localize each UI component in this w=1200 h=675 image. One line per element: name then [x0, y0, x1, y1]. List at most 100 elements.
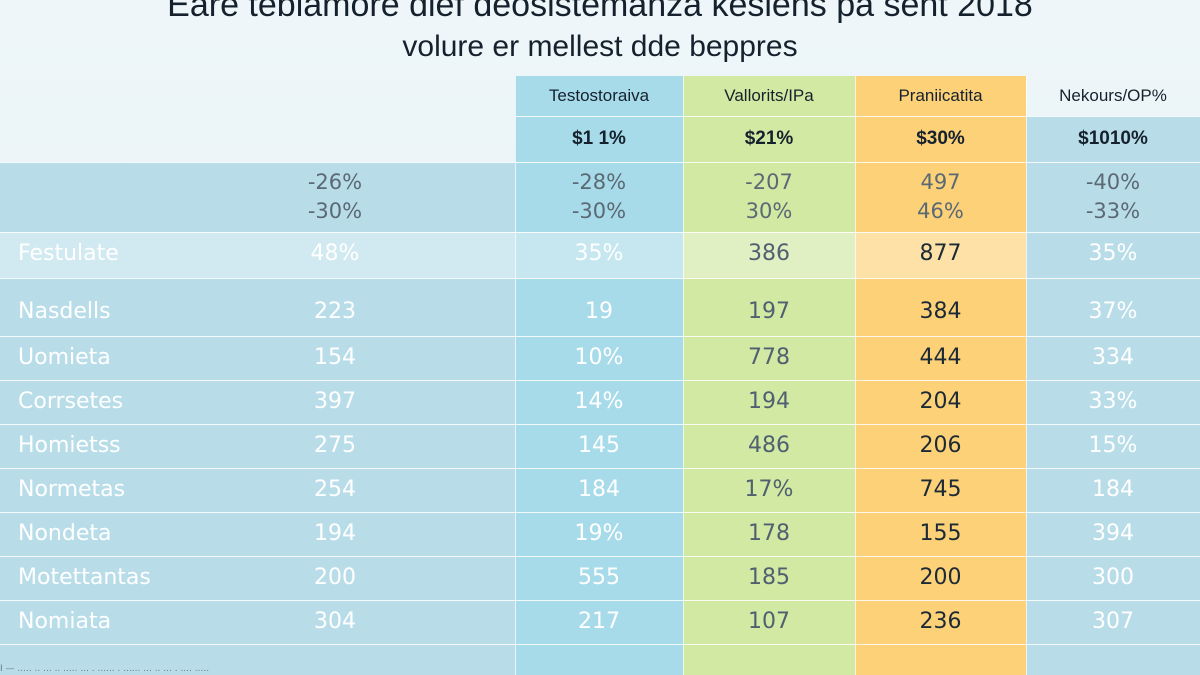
column-header-4: Nekours/OP%: [1059, 86, 1167, 105]
table-cell: 200: [314, 565, 356, 590]
table-cell: 145: [578, 433, 620, 458]
table-row: Motettantas 200 555 185 200 300: [0, 556, 1200, 600]
row-label: Nomiata: [18, 609, 112, 634]
table-cell: 37%: [1088, 299, 1138, 324]
summary-value: -33%: [1085, 199, 1141, 223]
table-cell: 155: [919, 521, 962, 546]
row-divider: [0, 512, 1200, 513]
table-row: Nasdells 223 19 197 384 37%: [0, 290, 1200, 334]
row-label: Corrsetes: [18, 389, 124, 414]
table-row: Normetas 254 184 17% 745 184: [0, 468, 1200, 512]
table-cell: 307: [1092, 609, 1134, 634]
column-divider: [855, 76, 856, 675]
table-cell: 236: [919, 609, 962, 634]
summary-cell: -28% -30%: [515, 168, 683, 226]
row-label: Festulate: [18, 241, 119, 266]
summary-value: 46%: [917, 199, 964, 223]
summary-cell: -207 30%: [683, 168, 855, 226]
summary-value: -30%: [307, 199, 363, 223]
table-row: Festulate 48% 35% 386 877 35%: [0, 232, 1200, 276]
chart-subtitle: volure er mellest dde beppres: [402, 30, 798, 63]
table-cell: 384: [919, 299, 962, 324]
row-divider: [0, 336, 1200, 337]
summary-value: 497: [920, 170, 961, 194]
column-divider: [515, 76, 516, 675]
column-subheader-4: $1010%: [1078, 128, 1148, 149]
table-cell: 10%: [574, 345, 624, 370]
table-row: Homietss 275 145 486 206 15%: [0, 424, 1200, 468]
table-cell: 386: [748, 241, 790, 266]
summary-value: 30%: [745, 199, 793, 223]
column-band-2: [683, 76, 855, 675]
table-cell: 200: [919, 565, 962, 590]
table-cell: 394: [1092, 521, 1134, 546]
row-label: Motettantas: [18, 565, 151, 590]
summary-cell: -26% -30%: [195, 168, 475, 226]
summary-value: -207: [745, 170, 793, 194]
table-cell: 304: [314, 609, 356, 634]
column-header-1: Testostoraiva: [548, 86, 650, 105]
summary-value: -40%: [1085, 170, 1141, 194]
row-divider: [0, 600, 1200, 601]
table-cell: 778: [748, 345, 790, 370]
table-row: Nondeta 194 19% 178 155 394: [0, 512, 1200, 556]
summary-cell: -40% -33%: [1026, 168, 1200, 226]
row-divider: [0, 232, 1200, 233]
table-cell: 17%: [744, 477, 794, 502]
row-label: Uomieta: [18, 345, 111, 370]
table-cell: 217: [578, 609, 620, 634]
column-subheader-1: $1 1%: [572, 128, 626, 149]
table-cell: 35%: [1088, 241, 1138, 266]
table-cell: 107: [748, 609, 790, 634]
summary-value: -30%: [571, 199, 627, 223]
column-band-3: [855, 76, 1026, 675]
column-band-4: [1026, 116, 1200, 675]
table-cell: 185: [748, 565, 790, 590]
row-divider: [0, 424, 1200, 425]
table-cell: 877: [919, 241, 962, 266]
table-cell: 15%: [1088, 433, 1138, 458]
table-cell: 223: [314, 299, 356, 324]
column-subheader-2: $21%: [744, 128, 794, 149]
table-cell: 35%: [574, 241, 624, 266]
row-divider: [515, 116, 1200, 117]
row-divider: [0, 644, 1200, 645]
table-cell: 444: [919, 345, 962, 370]
column-header-3: Praniicatita: [898, 86, 983, 105]
column-subheader-3: $30%: [916, 128, 965, 149]
table-cell: 204: [919, 389, 962, 414]
row-divider: [0, 380, 1200, 381]
row-divider: [0, 556, 1200, 557]
table-row: Nomiata 304 217 107 236 307: [0, 600, 1200, 644]
table-cell: 194: [748, 389, 790, 414]
table-cell: 300: [1092, 565, 1134, 590]
column-header-2: Vallorits/IPa: [724, 86, 814, 105]
table-cell: 555: [578, 565, 620, 590]
summary-cell: 497 46%: [855, 168, 1026, 226]
table-cell: 334: [1092, 345, 1134, 370]
row-label: Homietss: [18, 433, 121, 458]
table-cell: 19: [585, 299, 613, 324]
footnote: Ӏ — ..... .. ... .. ..... ... . ...... .…: [0, 664, 210, 674]
table-row: Corrsetes 397 14% 194 204 33%: [0, 380, 1200, 424]
table-cell: 14%: [574, 389, 624, 414]
summary-value: -28%: [571, 170, 627, 194]
table-cell: 745: [919, 477, 962, 502]
table-cell: 197: [748, 299, 790, 324]
column-divider: [683, 76, 684, 675]
column-divider: [1026, 76, 1027, 675]
table-cell: 19%: [574, 521, 624, 546]
table-cell: 178: [748, 521, 790, 546]
table-row: Uomieta 154 10% 778 444 334: [0, 336, 1200, 380]
table-cell: 33%: [1088, 389, 1138, 414]
table-cell: 397: [314, 389, 356, 414]
table-cell: 254: [314, 477, 356, 502]
row-label: Nasdells: [18, 299, 111, 324]
row-divider: [0, 162, 1200, 163]
row-divider: [0, 278, 1200, 279]
table-cell: 275: [314, 433, 356, 458]
row-label: Normetas: [18, 477, 126, 502]
table-cell: 194: [314, 521, 356, 546]
row-label: Nondeta: [18, 521, 112, 546]
table-cell: 48%: [310, 241, 360, 266]
